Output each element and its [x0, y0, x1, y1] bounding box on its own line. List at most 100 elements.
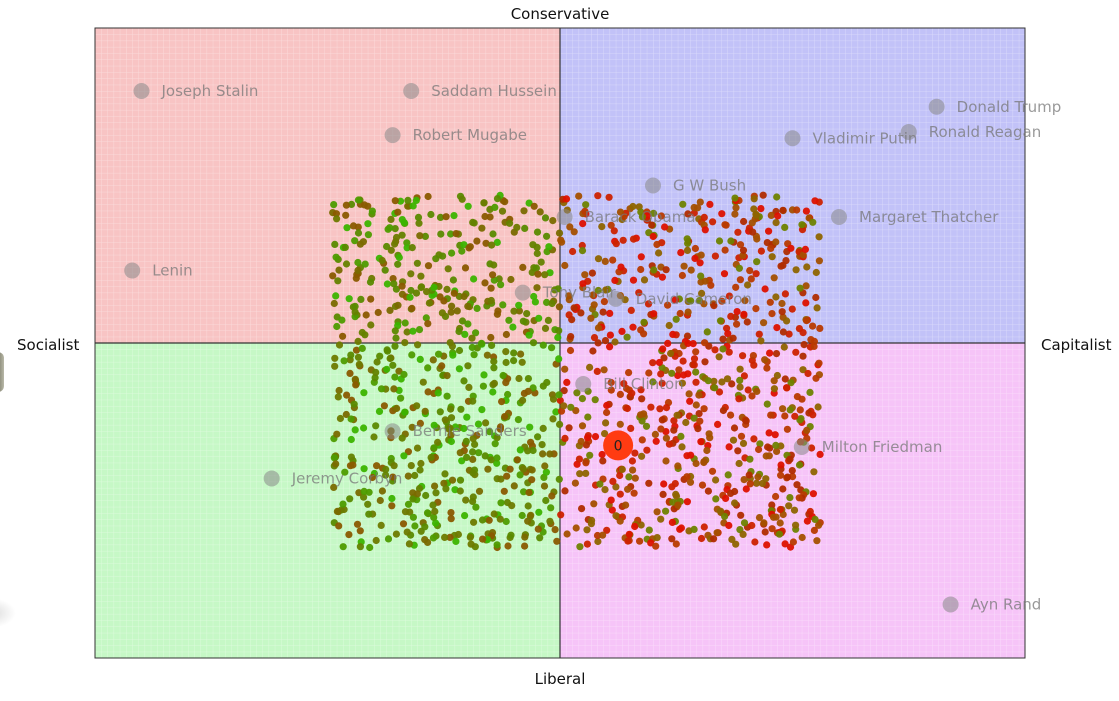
cloud-point	[539, 450, 547, 458]
figure-point: Vladimir Putin	[784, 129, 917, 147]
user-marker-layer: 0	[603, 430, 634, 461]
cloud-point	[757, 205, 765, 213]
cloud-point	[647, 403, 655, 411]
cloud-point	[701, 339, 709, 347]
cloud-point	[752, 270, 760, 278]
cloud-point	[480, 199, 488, 207]
cloud-point	[432, 255, 440, 263]
cloud-point	[684, 210, 692, 218]
cloud-point	[452, 537, 460, 546]
cloud-point	[330, 454, 338, 462]
cloud-point	[373, 358, 381, 366]
cloud-point	[690, 414, 698, 422]
cloud-point	[475, 487, 484, 495]
cloud-point	[690, 209, 698, 217]
cloud-point	[629, 235, 638, 243]
cloud-point	[607, 496, 615, 504]
cloud-point	[623, 333, 631, 341]
cloud-point	[554, 285, 562, 293]
cloud-point	[478, 516, 487, 524]
cloud-point	[360, 424, 368, 432]
cloud-point	[500, 487, 508, 495]
cloud-point	[682, 418, 690, 427]
cloud-point	[602, 286, 610, 294]
cloud-point	[526, 423, 534, 431]
cloud-point	[792, 266, 800, 274]
cloud-point	[490, 510, 498, 518]
cloud-point	[582, 469, 590, 477]
cloud-point	[468, 334, 476, 342]
cloud-point	[462, 496, 470, 504]
cloud-point	[735, 264, 744, 272]
cloud-point	[601, 430, 609, 438]
cloud-point	[732, 283, 740, 291]
cloud-point	[729, 436, 738, 444]
cloud-point	[490, 364, 498, 372]
cloud-point	[703, 328, 711, 336]
cloud-point	[772, 293, 780, 301]
cloud-point	[756, 440, 764, 448]
cloud-point	[572, 524, 580, 532]
cloud-point	[768, 253, 776, 261]
cloud-point	[750, 435, 758, 443]
cloud-point	[608, 506, 616, 514]
cloud-point	[753, 235, 761, 243]
user-marker-dot[interactable]	[603, 430, 634, 461]
cloud-point	[743, 318, 751, 326]
cloud-point	[653, 534, 661, 542]
cloud-point	[391, 373, 399, 381]
cloud-point	[578, 241, 586, 250]
cloud-point	[352, 381, 360, 389]
cloud-point	[458, 317, 467, 325]
cloud-point	[698, 481, 707, 489]
cloud-point	[582, 459, 590, 467]
cloud-point	[672, 540, 680, 548]
cloud-point	[721, 512, 729, 521]
cloud-point	[458, 247, 466, 255]
cloud-point	[554, 333, 562, 342]
cloud-point	[755, 445, 763, 454]
cloud-point	[380, 402, 388, 410]
cloud-point	[808, 444, 816, 452]
cloud-point	[806, 388, 814, 396]
cloud-point	[487, 296, 495, 305]
user-marker[interactable]: 0	[603, 430, 634, 461]
cloud-point	[781, 540, 789, 548]
cloud-point	[340, 505, 348, 514]
cloud-point	[332, 210, 340, 218]
cloud-point	[747, 275, 755, 283]
figure-point: Margaret Thatcher	[831, 208, 999, 226]
cloud-point	[567, 403, 575, 411]
cloud-point	[650, 266, 658, 274]
cloud-point	[388, 502, 396, 510]
cloud-point	[692, 401, 700, 409]
cloud-point	[763, 364, 771, 372]
cloud-point	[456, 449, 464, 457]
cloud-point	[411, 522, 419, 530]
cloud-point	[461, 511, 469, 520]
cloud-point	[386, 354, 394, 363]
cloud-point	[460, 424, 468, 433]
cloud-point	[623, 404, 632, 413]
cloud-point	[390, 280, 398, 288]
cloud-point	[534, 433, 542, 441]
cloud-point	[333, 322, 341, 331]
cloud-point	[610, 227, 618, 235]
cloud-point	[607, 378, 615, 387]
cloud-point	[668, 369, 676, 377]
cloud-point	[555, 327, 563, 335]
cloud-point	[396, 197, 405, 205]
cloud-point	[773, 324, 781, 332]
cloud-point	[720, 270, 729, 278]
cloud-point	[803, 263, 811, 271]
cloud-point	[802, 299, 810, 307]
cloud-point	[438, 309, 446, 317]
cloud-point	[494, 307, 502, 315]
cloud-point	[455, 346, 464, 355]
cloud-point	[349, 461, 357, 469]
cloud-point	[467, 540, 475, 548]
cloud-point	[770, 385, 779, 393]
cloud-point	[590, 500, 598, 508]
cloud-point	[609, 256, 617, 264]
cloud-point	[376, 352, 384, 360]
